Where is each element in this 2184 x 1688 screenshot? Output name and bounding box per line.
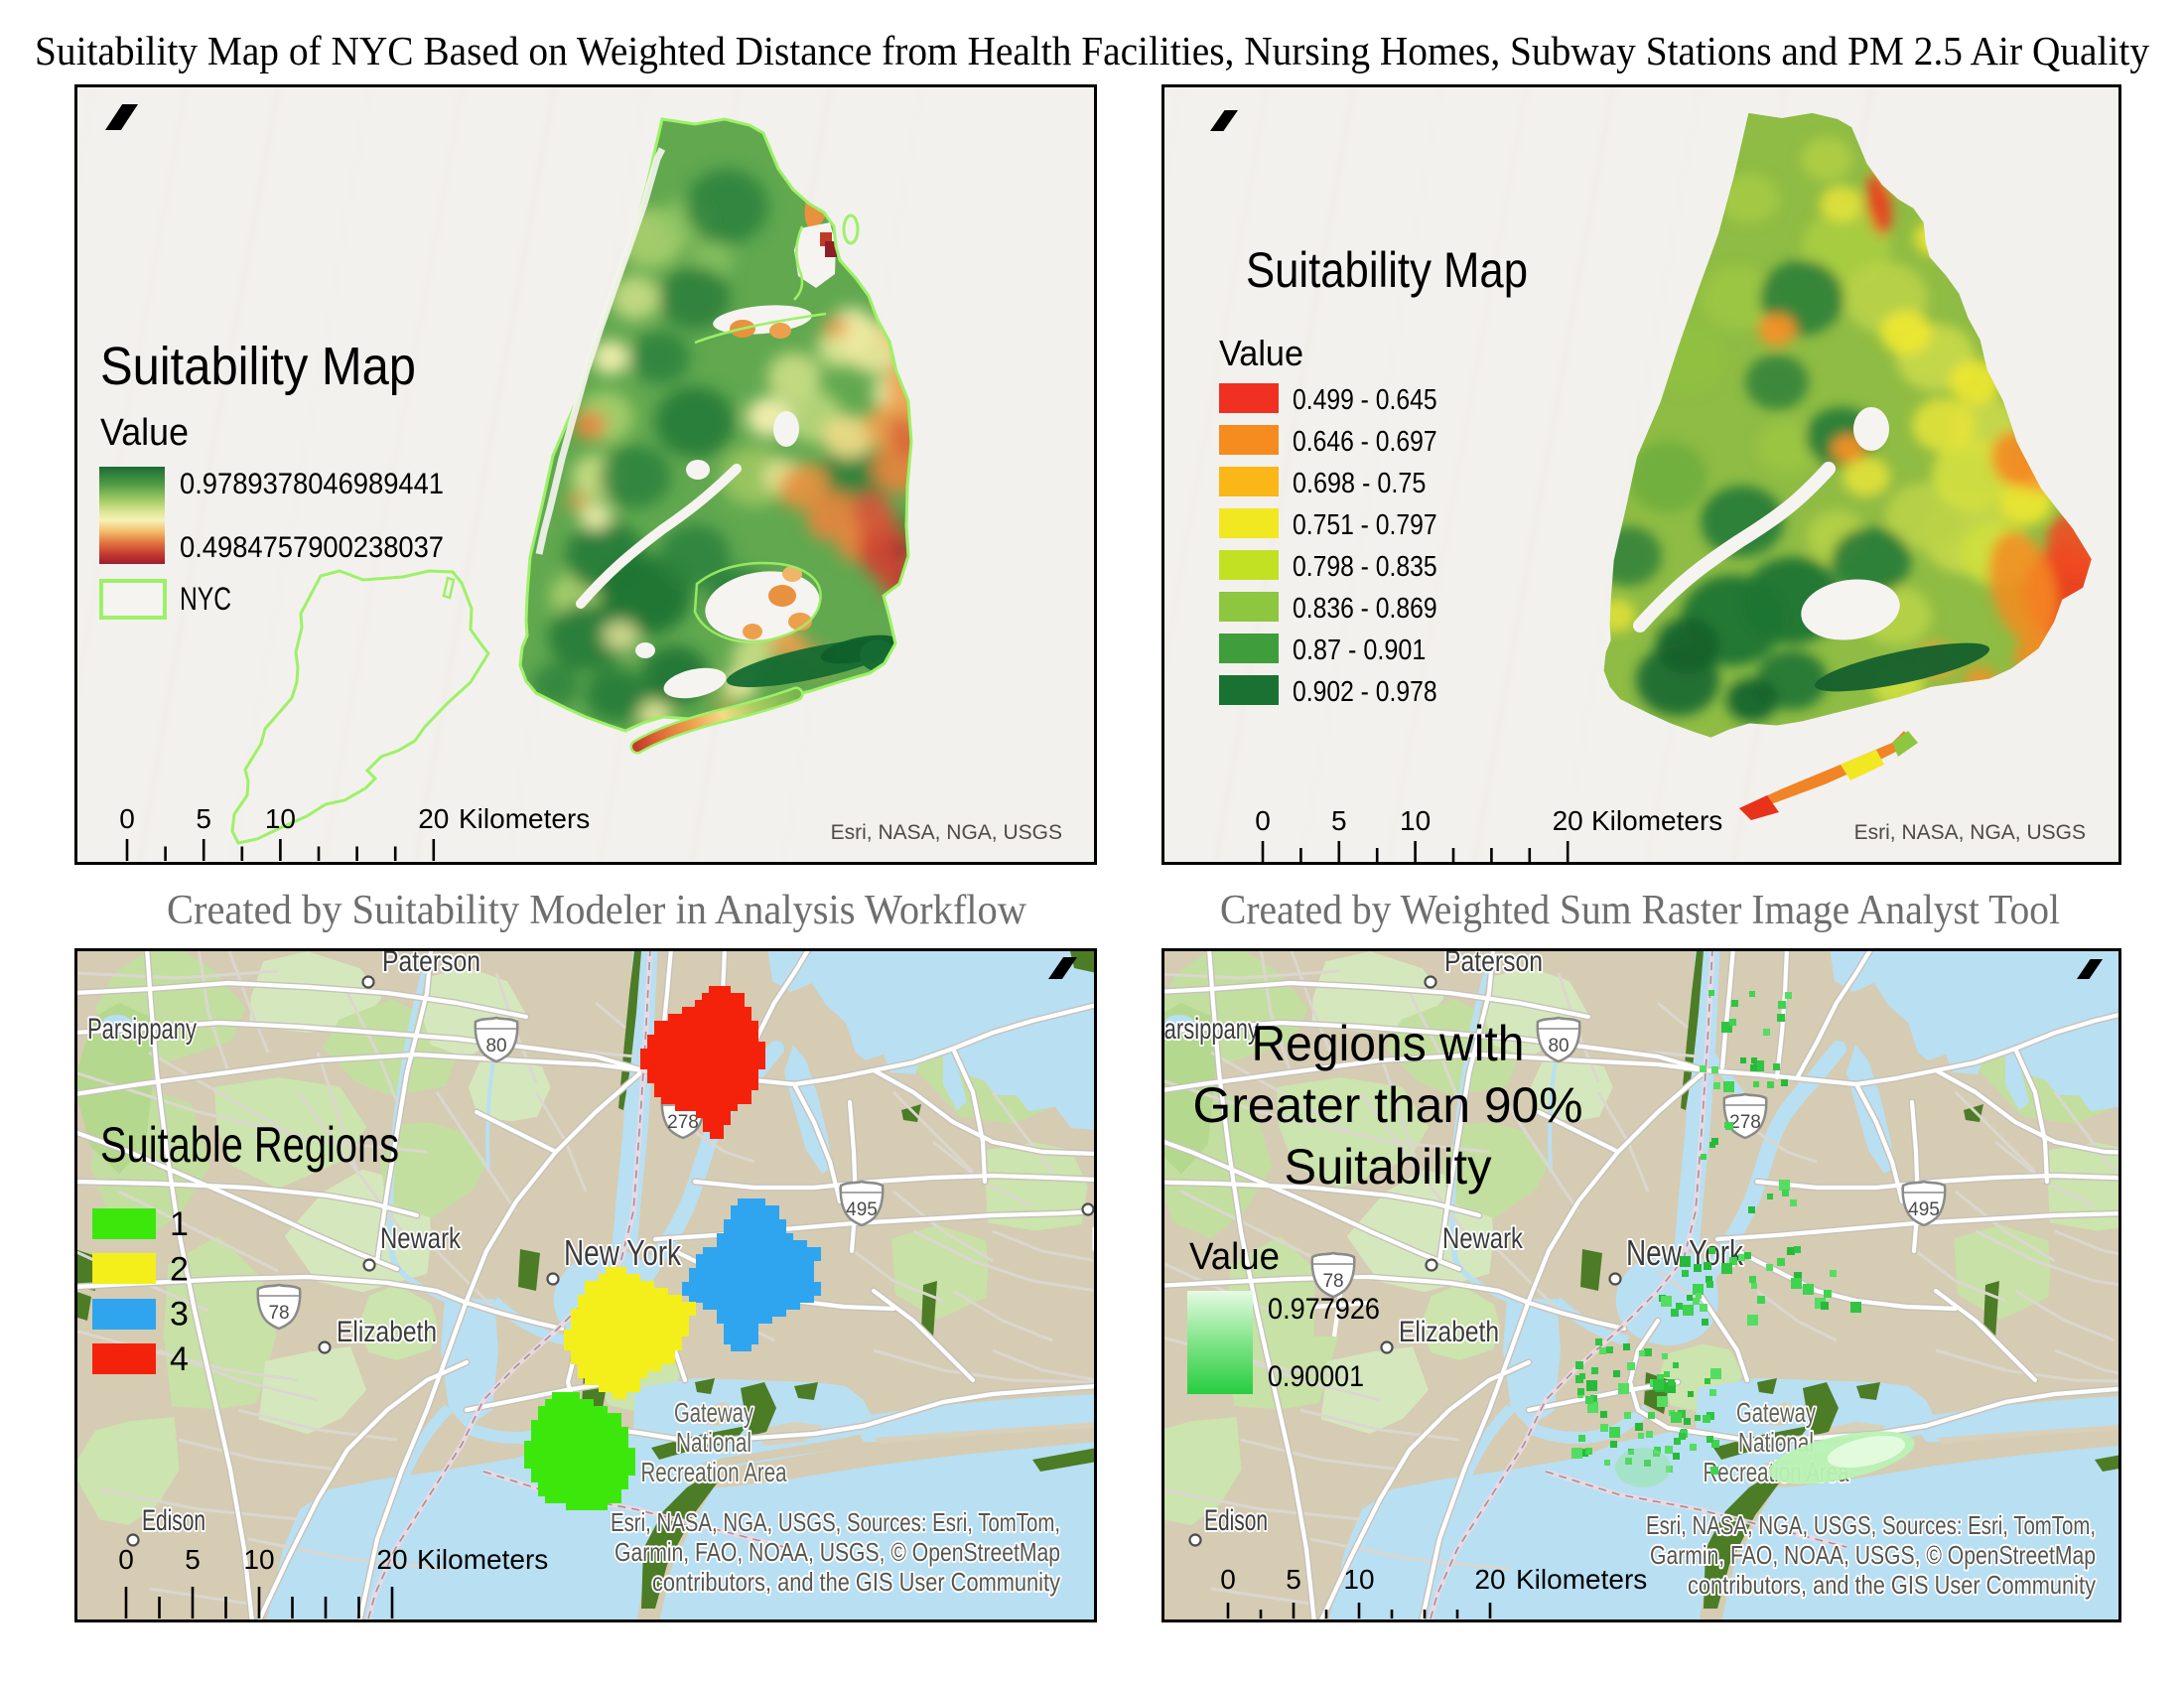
svg-text:contributors, and the GIS User: contributors, and the GIS User Community <box>1688 1570 2096 1600</box>
svg-text:1: 1 <box>170 1205 189 1243</box>
svg-text:Esri, NASA, NGA, USGS, Sources: Esri, NASA, NGA, USGS, Sources: Esri, To… <box>611 1507 1060 1537</box>
svg-text:0: 0 <box>1255 805 1271 836</box>
svg-text:20: 20 <box>1553 805 1583 836</box>
svg-text:contributors, and the GIS User: contributors, and the GIS User Community <box>652 1567 1060 1597</box>
svg-text:0.751 - 0.797: 0.751 - 0.797 <box>1293 509 1437 541</box>
svg-text:0.836 - 0.869: 0.836 - 0.869 <box>1293 593 1437 625</box>
svg-text:5: 5 <box>196 803 211 834</box>
svg-text:Kilometers: Kilometers <box>1591 805 1722 836</box>
svg-text:Created by Weighted Sum Raster: Created by Weighted Sum Raster Image Ana… <box>1220 888 2060 933</box>
svg-text:5: 5 <box>185 1544 201 1575</box>
svg-text:Suitability Map: Suitability Map <box>1246 242 1528 298</box>
svg-text:0: 0 <box>118 1544 134 1575</box>
svg-text:4: 4 <box>170 1340 189 1378</box>
svg-text:3: 3 <box>170 1296 189 1334</box>
svg-text:Suitability Map of NYC Based o: Suitability Map of NYC Based on Weighted… <box>35 28 2149 73</box>
svg-text:10: 10 <box>1400 805 1431 836</box>
svg-text:0.902 - 0.978: 0.902 - 0.978 <box>1293 676 1437 708</box>
svg-text:10: 10 <box>265 803 296 834</box>
svg-text:Esri, NASA, NGA, USGS: Esri, NASA, NGA, USGS <box>1854 821 2086 844</box>
svg-text:10: 10 <box>1343 1564 1374 1595</box>
svg-text:0.977926: 0.977926 <box>1268 1293 1380 1326</box>
svg-text:Esri, NASA, NGA, USGS, Sources: Esri, NASA, NGA, USGS, Sources: Esri, To… <box>1646 1510 2096 1540</box>
svg-text:5: 5 <box>1331 805 1347 836</box>
svg-text:0: 0 <box>119 803 135 834</box>
svg-text:0.646 - 0.697: 0.646 - 0.697 <box>1293 426 1437 458</box>
svg-text:Garmin, FAO, NOAA, USGS, © Ope: Garmin, FAO, NOAA, USGS, © OpenStreetMap <box>614 1537 1060 1567</box>
svg-text:0.4984757900238037: 0.4984757900238037 <box>180 531 444 564</box>
svg-text:0.9789378046989441: 0.9789378046989441 <box>180 468 444 500</box>
svg-text:0.499 - 0.645: 0.499 - 0.645 <box>1293 384 1437 416</box>
svg-text:NYC: NYC <box>180 581 231 617</box>
svg-text:0.90001: 0.90001 <box>1268 1360 1364 1393</box>
svg-text:Garmin, FAO, NOAA, USGS, © Ope: Garmin, FAO, NOAA, USGS, © OpenStreetMap <box>1650 1540 2096 1570</box>
svg-text:20: 20 <box>1474 1564 1505 1595</box>
svg-text:Value: Value <box>1219 333 1303 373</box>
svg-text:Regions with: Regions with <box>1252 1016 1525 1071</box>
svg-text:Esri, NASA, NGA, USGS: Esri, NASA, NGA, USGS <box>831 821 1062 844</box>
svg-text:Kilometers: Kilometers <box>1516 1564 1647 1595</box>
svg-text:Suitability Map: Suitability Map <box>100 337 416 396</box>
svg-text:2: 2 <box>170 1250 189 1288</box>
svg-text:Kilometers: Kilometers <box>417 1544 548 1575</box>
svg-text:Value: Value <box>100 412 189 454</box>
svg-text:Suitable Regions: Suitable Regions <box>100 1117 399 1173</box>
svg-text:Suitability: Suitability <box>1285 1139 1492 1195</box>
svg-text:0.798 - 0.835: 0.798 - 0.835 <box>1293 551 1437 583</box>
svg-text:0.698 - 0.75: 0.698 - 0.75 <box>1293 468 1426 499</box>
svg-text:20: 20 <box>376 1544 407 1575</box>
svg-text:Created by Suitability Modeler: Created by Suitability Modeler in Analys… <box>167 888 1027 933</box>
svg-text:Value: Value <box>1189 1236 1280 1278</box>
svg-text:Kilometers: Kilometers <box>459 803 590 834</box>
svg-text:78: 78 <box>1322 1271 1343 1292</box>
svg-text:Greater than 90%: Greater than 90% <box>1193 1077 1583 1133</box>
svg-text:0: 0 <box>1220 1564 1236 1595</box>
svg-text:0.87 - 0.901: 0.87 - 0.901 <box>1293 634 1426 666</box>
svg-text:5: 5 <box>1286 1564 1301 1595</box>
svg-text:10: 10 <box>243 1544 274 1575</box>
svg-text:20: 20 <box>418 803 449 834</box>
